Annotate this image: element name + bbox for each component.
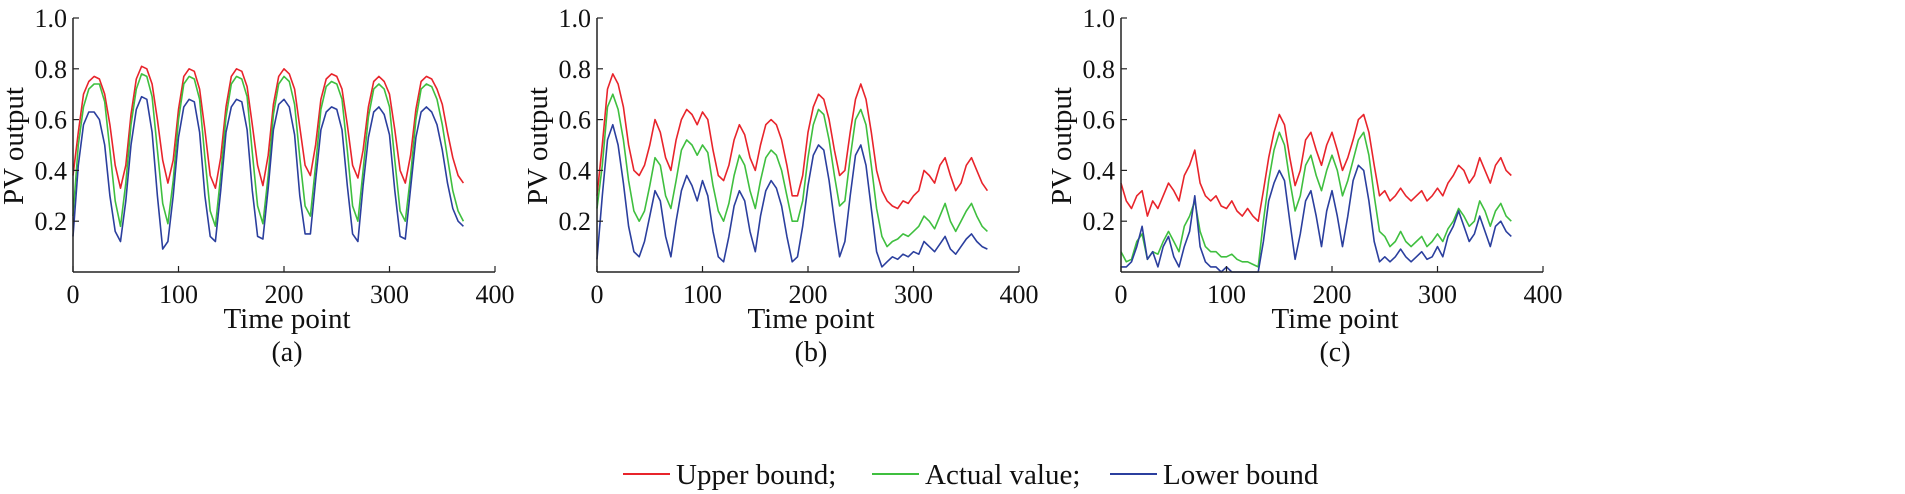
x-tick-label: 300: [1418, 280, 1457, 309]
y-axis-label: PV output: [0, 87, 30, 205]
legend: Upper bound; Actual value; Lower bound: [623, 459, 1319, 491]
x-axis-label: Time point: [1271, 303, 1398, 335]
y-tick-label: 0.2: [35, 207, 68, 236]
series-line-lower: [72, 95, 464, 250]
x-tick-label: 100: [159, 280, 198, 309]
series-group: [72, 65, 465, 250]
y-tick-label: 0.4: [35, 156, 68, 185]
y-tick-label: 0.2: [1083, 207, 1116, 236]
chart-panel: 0 100 200 300 400 0.2 0.4 0.6 0.8 1.0 Time point PV…: [1046, 4, 1563, 368]
series-line-upper: [72, 65, 465, 189]
x-axis-label: Time point: [223, 303, 350, 335]
x-tick-label: 200: [265, 280, 304, 309]
y-tick-label: 0.8: [35, 55, 68, 84]
x-tick-label: 100: [683, 280, 722, 309]
y-tick-label: 1.0: [1083, 4, 1116, 33]
series-line-actual: [1120, 131, 1512, 268]
chart-panels: 0 100 200 300 400 0.2 0.4 0.6 0.8 1.0 Time point PV…: [0, 4, 1563, 368]
y-tick-label: 1.0: [35, 4, 68, 33]
x-tick-label: 400: [476, 280, 515, 309]
x-tick-label: 200: [789, 280, 828, 309]
x-tick-label: 0: [67, 280, 80, 309]
x-tick-label: 300: [894, 280, 933, 309]
y-tick-label: 0.6: [35, 106, 68, 135]
panel-label: (b): [795, 337, 828, 368]
series-line-lower: [596, 123, 988, 268]
series-group: [596, 73, 989, 268]
y-axis-label: PV output: [1046, 87, 1078, 205]
x-tick-label: 200: [1313, 280, 1352, 309]
x-tick-label: 400: [1524, 280, 1563, 309]
x-axis-label: Time point: [747, 303, 874, 335]
y-tick-label: 0.8: [559, 55, 592, 84]
y-tick-label: 0.6: [1083, 106, 1116, 135]
legend-label-lower: Lower bound: [1163, 459, 1319, 491]
x-tick-label: 0: [1115, 280, 1128, 309]
x-tick-label: 400: [1000, 280, 1039, 309]
series-line-upper: [596, 73, 989, 210]
y-tick-label: 0.2: [559, 207, 592, 236]
y-tick-label: 0.8: [1083, 55, 1116, 84]
panel-label: (a): [271, 337, 302, 368]
legend-label-actual: Actual value;: [925, 459, 1080, 491]
series-line-lower: [1121, 164, 1512, 273]
y-tick-label: 0.4: [1083, 156, 1116, 185]
chart-panel: 0 100 200 300 400 0.2 0.4 0.6 0.8 1.0 Time point PV…: [522, 4, 1039, 368]
y-axis-label: PV output: [522, 87, 554, 205]
x-tick-label: 100: [1207, 280, 1246, 309]
legend-label-upper: Upper bound;: [676, 459, 836, 491]
series-line-actual: [596, 93, 988, 248]
series-line-actual: [72, 73, 465, 228]
chart-panel: 0 100 200 300 400 0.2 0.4 0.6 0.8 1.0 Time point PV…: [0, 4, 515, 368]
series-group: [1120, 113, 1512, 273]
y-tick-label: 1.0: [559, 4, 592, 33]
y-tick-label: 0.4: [559, 156, 592, 185]
series-line-upper: [1120, 113, 1512, 222]
x-tick-label: 300: [370, 280, 409, 309]
panel-label: (c): [1319, 337, 1350, 368]
x-tick-label: 0: [591, 280, 604, 309]
y-tick-label: 0.6: [559, 106, 592, 135]
